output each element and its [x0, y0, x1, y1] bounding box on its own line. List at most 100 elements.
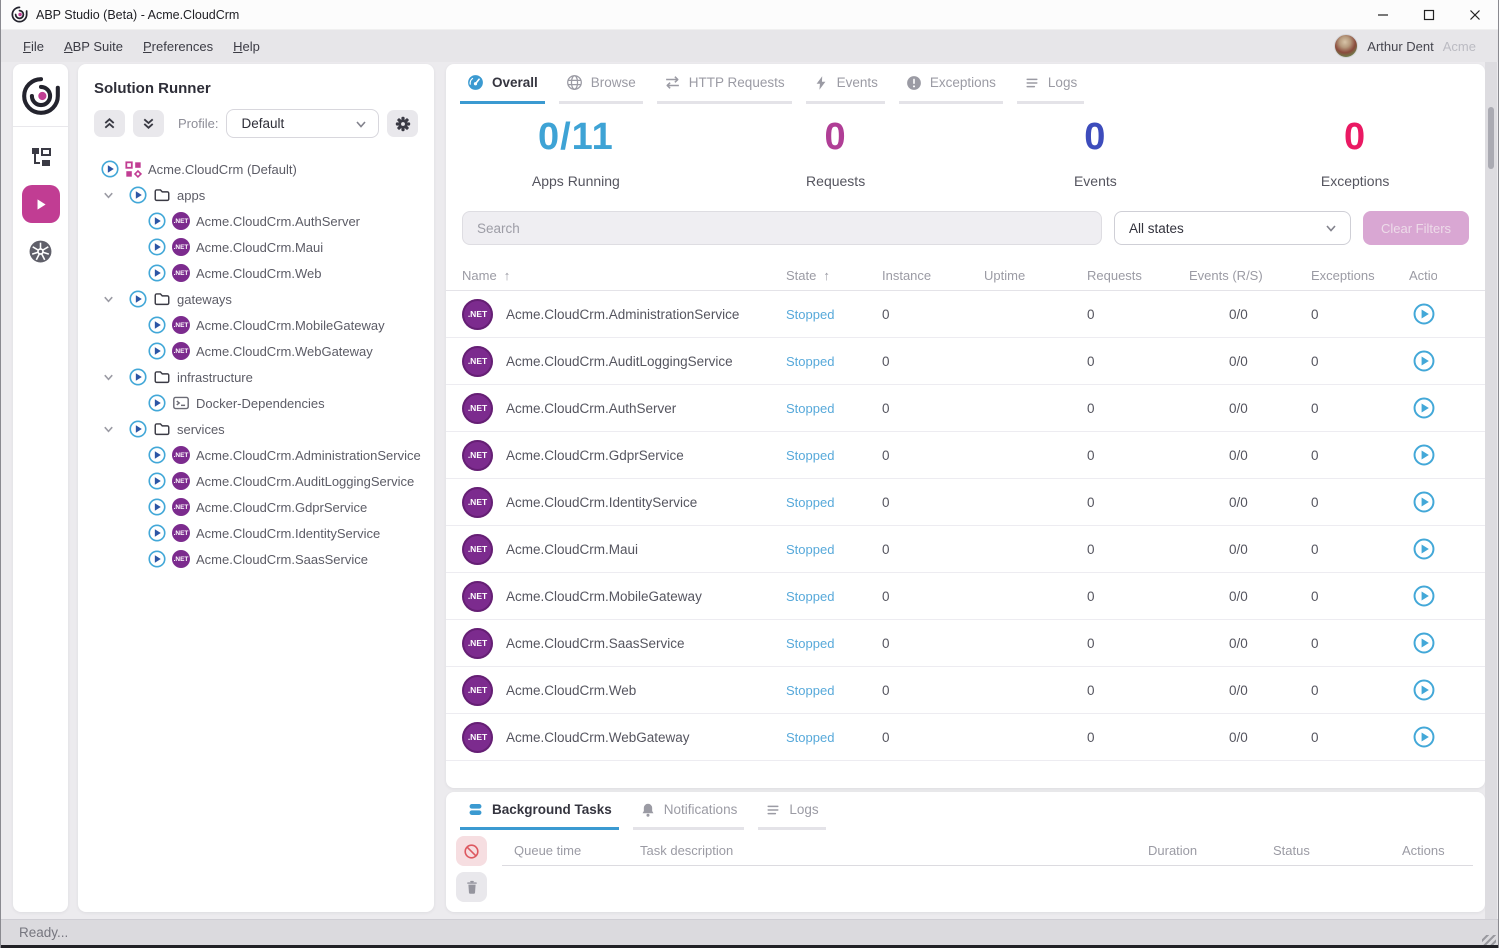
rail-solution-explorer-button[interactable]	[29, 145, 53, 169]
tab-events[interactable]: Events	[805, 64, 885, 104]
run-icon[interactable]	[129, 290, 147, 308]
menu-preferences[interactable]: Preferences	[143, 38, 214, 54]
minimize-button[interactable]	[1360, 0, 1406, 29]
run-app-button[interactable]	[1413, 397, 1435, 419]
state-filter-select[interactable]: All states	[1114, 211, 1351, 245]
chevron-down-icon[interactable]	[102, 423, 115, 436]
run-icon[interactable]	[148, 524, 166, 542]
tree-item-app[interactable]: .NET Acme.CloudCrm.IdentityService	[78, 520, 434, 546]
table-row[interactable]: .NET Acme.CloudCrm.SaasService Stopped 0 …	[446, 620, 1485, 667]
tree-item-app[interactable]: .NET Acme.CloudCrm.AuditLoggingService	[78, 468, 434, 494]
rail-abp-logo[interactable]	[13, 64, 68, 127]
clear-tasks-button[interactable]	[456, 872, 487, 902]
run-icon[interactable]	[148, 264, 166, 282]
run-app-button[interactable]	[1413, 491, 1435, 513]
user-area[interactable]: Arthur Dent Acme	[1334, 34, 1486, 58]
table-row[interactable]: .NET Acme.CloudCrm.GdprService Stopped 0 …	[446, 432, 1485, 479]
solution-icon	[125, 161, 142, 178]
run-app-button[interactable]	[1413, 679, 1435, 701]
run-icon[interactable]	[129, 186, 147, 204]
tree-item-solution[interactable]: Acme.CloudCrm (Default)	[78, 156, 434, 182]
table-row[interactable]: .NET Acme.CloudCrm.Maui Stopped 0 0 0/0 0	[446, 526, 1485, 573]
state-badge: Stopped	[786, 588, 835, 604]
run-icon[interactable]	[148, 472, 166, 490]
chevron-down-icon[interactable]	[102, 293, 115, 306]
maximize-button[interactable]	[1406, 0, 1452, 29]
run-app-button[interactable]	[1413, 303, 1435, 325]
run-app-button[interactable]	[1413, 632, 1435, 654]
tab-bottom-logs[interactable]: Logs	[758, 792, 826, 830]
table-row[interactable]: .NET Acme.CloudCrm.AuditLoggingService St…	[446, 338, 1485, 385]
clear-filters-button[interactable]: Clear Filters	[1363, 211, 1469, 245]
tree-item-folder[interactable]: infrastructure	[78, 364, 434, 390]
run-icon[interactable]	[148, 316, 166, 334]
table-row[interactable]: .NET Acme.CloudCrm.AdministrationService …	[446, 291, 1485, 338]
menu-help[interactable]: Help	[233, 38, 260, 54]
menu-file[interactable]: File	[23, 38, 44, 54]
requests-count: 0	[1087, 447, 1095, 463]
tree-item-folder[interactable]: services	[78, 416, 434, 442]
tab-notifications[interactable]: Notifications	[632, 792, 745, 830]
chevron-down-icon[interactable]	[102, 371, 115, 384]
tree-item-app[interactable]: .NET Acme.CloudCrm.WebGateway	[78, 338, 434, 364]
run-icon[interactable]	[148, 212, 166, 230]
tree-item-folder[interactable]: gateways	[78, 286, 434, 312]
run-app-button[interactable]	[1413, 726, 1435, 748]
column-uptime[interactable]: Uptime	[984, 268, 1026, 283]
run-icon[interactable]	[148, 550, 166, 568]
tab-http-requests[interactable]: HTTP Requests	[656, 64, 792, 104]
rail-kubernetes-button[interactable]	[28, 239, 53, 264]
column-exceptions[interactable]: Exceptions	[1311, 268, 1375, 283]
close-button[interactable]	[1452, 0, 1498, 29]
run-icon[interactable]	[148, 446, 166, 464]
table-row[interactable]: .NET Acme.CloudCrm.AuthServer Stopped 0 0…	[446, 385, 1485, 432]
chevron-down-icon[interactable]	[102, 189, 115, 202]
column-state[interactable]: State ↑	[786, 268, 830, 283]
run-icon[interactable]	[148, 498, 166, 516]
tree-item-app[interactable]: .NET Acme.CloudCrm.AdministrationService	[78, 442, 434, 468]
tab-overall[interactable]: Overall	[460, 64, 545, 104]
column-requests[interactable]: Requests	[1087, 268, 1142, 283]
run-icon[interactable]	[101, 160, 119, 178]
collapse-all-button[interactable]	[94, 110, 125, 137]
scrollbar-track[interactable]	[1485, 62, 1497, 920]
expand-all-button[interactable]	[133, 110, 164, 137]
run-icon[interactable]	[148, 342, 166, 360]
cancel-tasks-button[interactable]	[456, 836, 487, 866]
column-events[interactable]: Events (R/S)	[1189, 268, 1263, 283]
tab-background-tasks[interactable]: Background Tasks	[460, 792, 619, 830]
run-icon[interactable]	[148, 394, 166, 412]
tree-item-folder[interactable]: apps	[78, 182, 434, 208]
run-app-button[interactable]	[1413, 538, 1435, 560]
tree-item-app[interactable]: .NET Acme.CloudCrm.AuthServer	[78, 208, 434, 234]
resize-grip[interactable]	[1482, 935, 1496, 945]
tree-item-app[interactable]: .NET Acme.CloudCrm.Maui	[78, 234, 434, 260]
column-name[interactable]: Name ↑	[462, 268, 511, 283]
tree-item-docker[interactable]: Docker-Dependencies	[78, 390, 434, 416]
tree-item-app[interactable]: .NET Acme.CloudCrm.Web	[78, 260, 434, 286]
run-icon[interactable]	[129, 420, 147, 438]
table-row[interactable]: .NET Acme.CloudCrm.Web Stopped 0 0 0/0 0	[446, 667, 1485, 714]
run-app-button[interactable]	[1413, 444, 1435, 466]
column-actions[interactable]: Actions	[1409, 268, 1437, 283]
tree-item-app[interactable]: .NET Acme.CloudCrm.MobileGateway	[78, 312, 434, 338]
run-icon[interactable]	[129, 368, 147, 386]
run-app-button[interactable]	[1413, 585, 1435, 607]
table-row[interactable]: .NET Acme.CloudCrm.IdentityService Stoppe…	[446, 479, 1485, 526]
table-row[interactable]: .NET Acme.CloudCrm.WebGateway Stopped 0 0…	[446, 714, 1485, 761]
run-app-button[interactable]	[1413, 350, 1435, 372]
run-icon[interactable]	[148, 238, 166, 256]
runner-settings-button[interactable]	[387, 110, 418, 137]
rail-solution-runner-button[interactable]	[21, 185, 60, 223]
menu-abp-suite[interactable]: ABP Suite	[63, 38, 123, 54]
tab-browse[interactable]: Browse	[558, 64, 643, 104]
scrollbar-thumb[interactable]	[1488, 107, 1494, 169]
tab-exceptions[interactable]: Exceptions	[898, 64, 1003, 104]
tree-item-app[interactable]: .NET Acme.CloudCrm.SaasService	[78, 546, 434, 572]
profile-select[interactable]: Default	[226, 109, 379, 138]
column-instance[interactable]: Instance	[882, 268, 932, 283]
tree-item-app[interactable]: .NET Acme.CloudCrm.GdprService	[78, 494, 434, 520]
table-row[interactable]: .NET Acme.CloudCrm.MobileGateway Stopped …	[446, 573, 1485, 620]
tab-logs[interactable]: Logs	[1016, 64, 1085, 104]
search-input[interactable]	[462, 211, 1102, 245]
